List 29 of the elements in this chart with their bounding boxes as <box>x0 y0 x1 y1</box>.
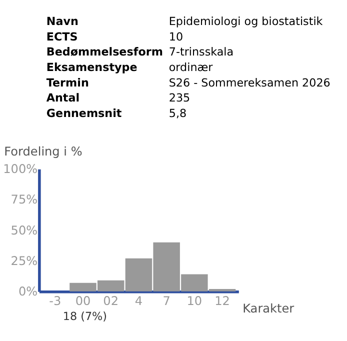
x-tick-label: 00 <box>75 294 91 308</box>
text: Gennemsnit <box>46 106 122 120</box>
y-tick-label: 25% <box>10 254 38 268</box>
text: 235 <box>168 92 190 105</box>
text: 5,8 <box>168 106 187 120</box>
x-tick-label: 7 <box>162 294 170 308</box>
text: Eksamenstype <box>46 61 138 74</box>
x-tick-label: 12 <box>214 294 230 308</box>
text: ECTS <box>46 30 78 44</box>
text: Antal <box>46 92 80 105</box>
text: 18 (7%) <box>62 310 107 324</box>
x-tick-label: -3 <box>49 294 62 308</box>
x-tick-label: 02 <box>103 294 119 308</box>
text: 10 <box>168 30 184 44</box>
text: ordinær <box>168 61 214 74</box>
y-axis-title: Fordeling i % <box>4 144 82 158</box>
text: S26 - Sommereksamen 2026 <box>168 76 330 90</box>
text: Termin <box>46 76 89 90</box>
text: Bedømmelsesform <box>46 46 163 59</box>
x-tick-label: 4 <box>134 294 143 308</box>
y-tick-label: 0% <box>18 284 38 299</box>
y-tick-label: 100% <box>3 162 38 176</box>
x-axis-title: Karakter <box>242 301 294 316</box>
y-tick-label: 75% <box>10 192 38 207</box>
y-tick-label: 50% <box>10 223 38 238</box>
text: Navn <box>46 15 78 28</box>
x-tick-label: 10 <box>186 294 202 308</box>
text: 7-trinsskala <box>168 46 234 59</box>
text: Epidemiologi og biostatistik <box>168 15 324 28</box>
